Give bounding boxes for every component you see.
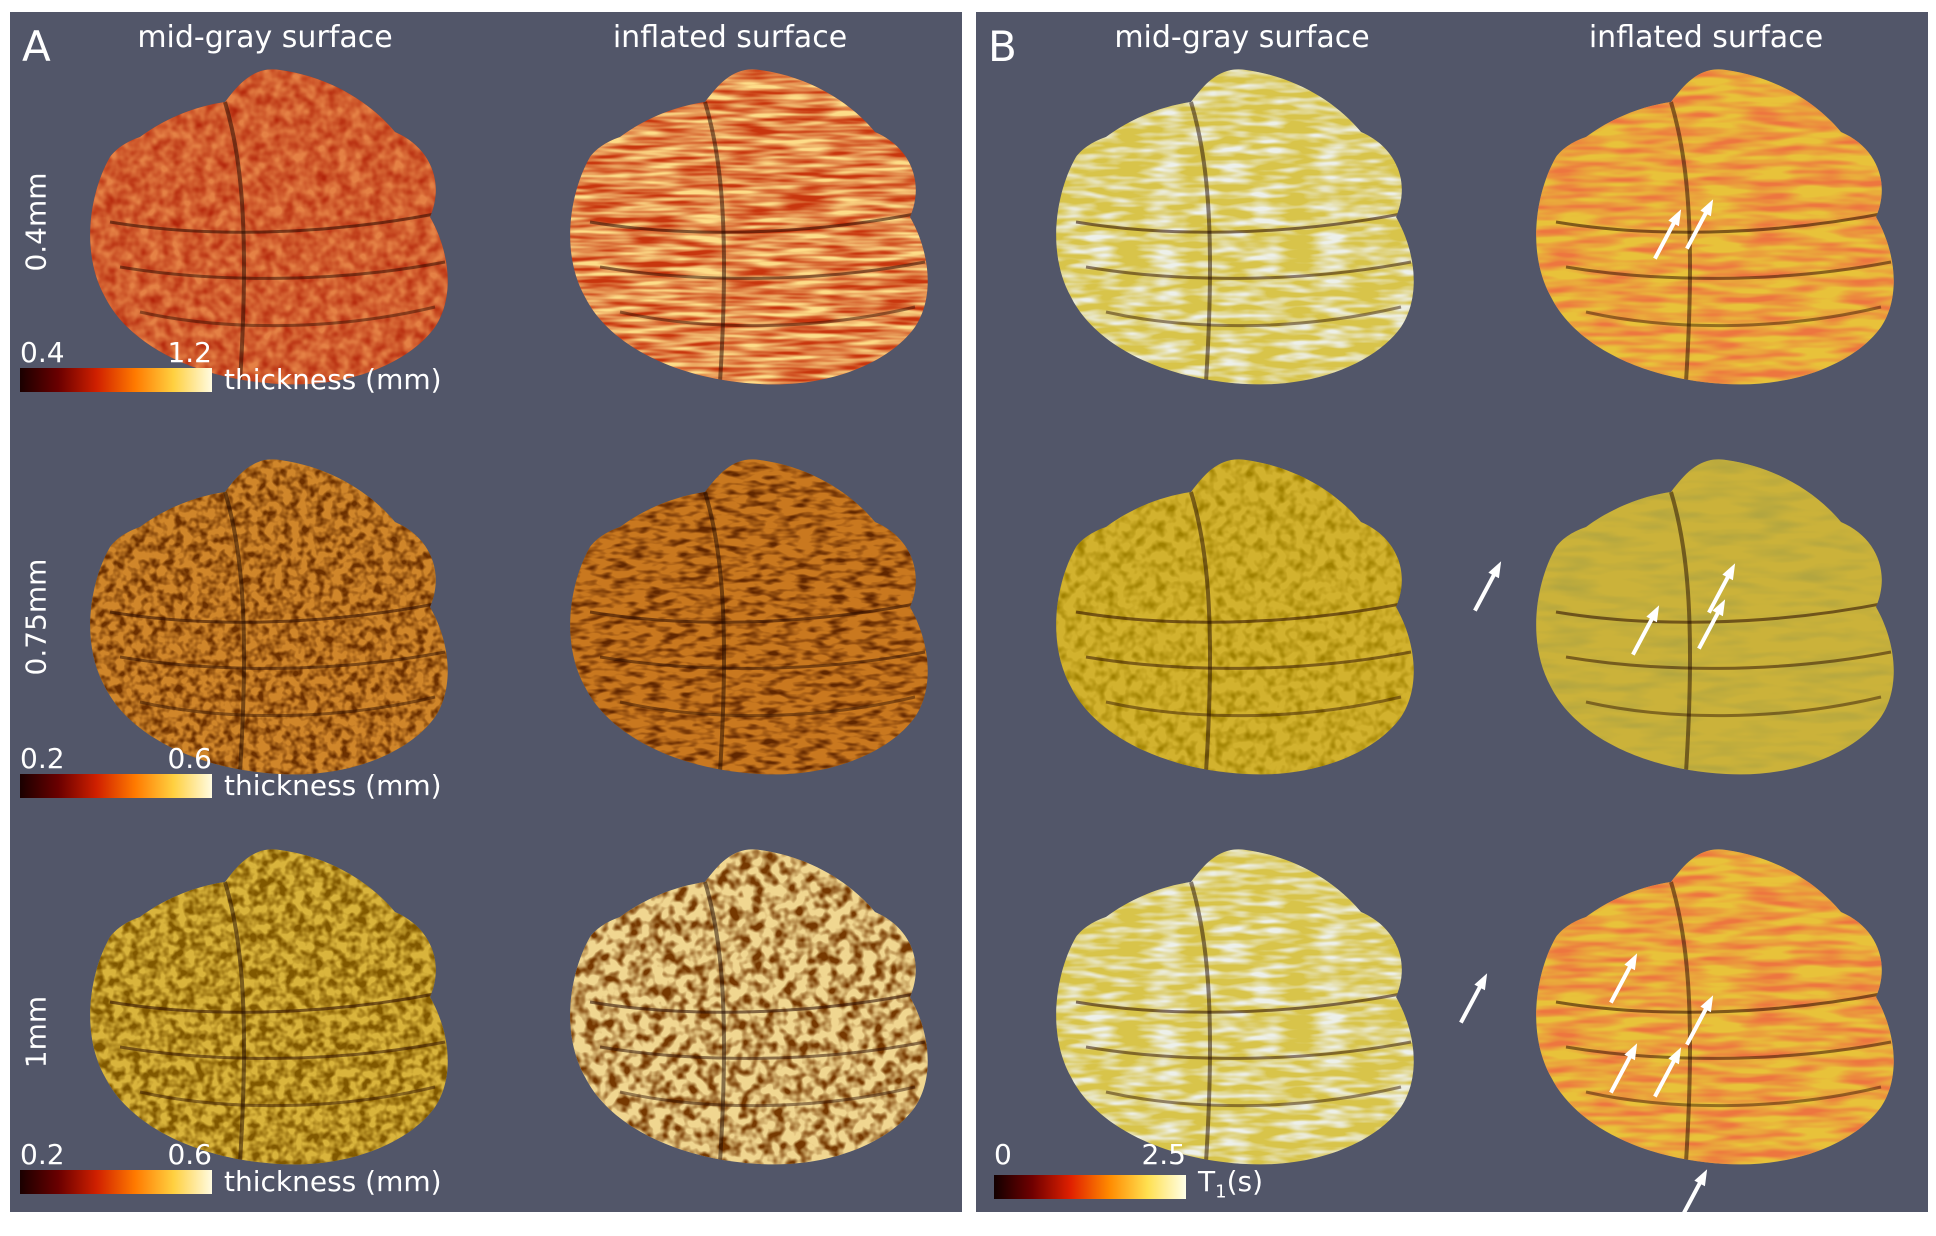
column-header-inflated: inflated surface [1588,20,1824,55]
colorbar-gradient [994,1175,1186,1200]
column-header-inflated: inflated surface [612,20,848,55]
colorbar-max-label: 0.6 [167,742,212,775]
colorbar-title: thickness (mm) [224,769,442,802]
colorbar-min-label: 0.2 [20,742,65,775]
colorbar-min-label: 0.4 [20,336,65,369]
colorbar-gradient [20,774,212,798]
colorbar-min-label: 0 [994,1138,1012,1171]
colorbar-title: thickness (mm) [224,1165,442,1198]
cerebellum-inflated-0-4mm-image [530,62,960,392]
row-label-0-4mm: 0.4mm [19,172,53,272]
column-header-mid-gray: mid-gray surface [137,20,393,55]
arrow-annotation [1470,558,1507,613]
cerebellum-inflated-0-75mm-image [530,452,960,782]
panel-letter-b: B [988,22,1017,71]
colorbar-thickness-1mm: 0.2 0.6 thickness (mm) [20,1138,442,1198]
arrow-annotation [1682,196,1719,251]
colorbar-title: T1(s) [1198,1165,1263,1203]
arrow-annotation [1606,1040,1643,1095]
arrow-annotation [1682,992,1719,1047]
cerebellum-inflated-t1-row3-image [1496,842,1926,1172]
arrow-annotation [1456,970,1493,1025]
colorbar-thickness-0-4mm: 0.4 1.2 thickness (mm) [20,336,442,396]
arrow-annotation [1606,950,1643,1005]
colorbar-gradient [20,368,212,392]
cerebellum-midgray-t1-row3-image [1016,842,1446,1172]
arrow-annotation [1704,560,1741,615]
colorbar-max-label: 0.6 [167,1138,212,1171]
cerebellum-midgray-t1-row2-image [1016,452,1446,782]
panel-b: B mid-gray surface inflated surface 0 2.… [976,12,1928,1220]
column-header-mid-gray: mid-gray surface [1114,20,1370,55]
colorbar-title: thickness (mm) [224,363,442,396]
cerebellum-midgray-t1-row1-image [1016,62,1446,392]
cerebellum-inflated-t1-row1-image [1496,62,1926,392]
cerebellum-inflated-1mm-image [530,842,960,1172]
panel-a: A mid-gray surface inflated surface 0.4m… [10,12,962,1212]
colorbar-gradient [20,1170,212,1194]
colorbar-max-label: 1.2 [167,336,212,369]
colorbar-t1: 0 2.5 T1(s) [994,1140,1263,1205]
panel-letter-a: A [22,22,51,71]
colorbar-min-label: 0.2 [20,1138,65,1171]
arrow-annotation [1650,1044,1687,1099]
cerebellum-midgray-1mm-image [50,842,480,1172]
cerebellum-midgray-0-4mm-image [50,62,480,392]
colorbar-thickness-0-75mm: 0.2 0.6 thickness (mm) [20,742,442,802]
arrow-annotation [1676,1166,1713,1221]
cerebellum-midgray-0-75mm-image [50,452,480,782]
row-label-0-75mm: 0.75mm [19,558,53,676]
colorbar-max-label: 2.5 [1141,1138,1186,1171]
arrow-annotation [1650,206,1687,261]
arrow-annotation [1628,602,1665,657]
row-label-1mm: 1mm [19,995,53,1069]
arrow-annotation [1694,596,1731,651]
